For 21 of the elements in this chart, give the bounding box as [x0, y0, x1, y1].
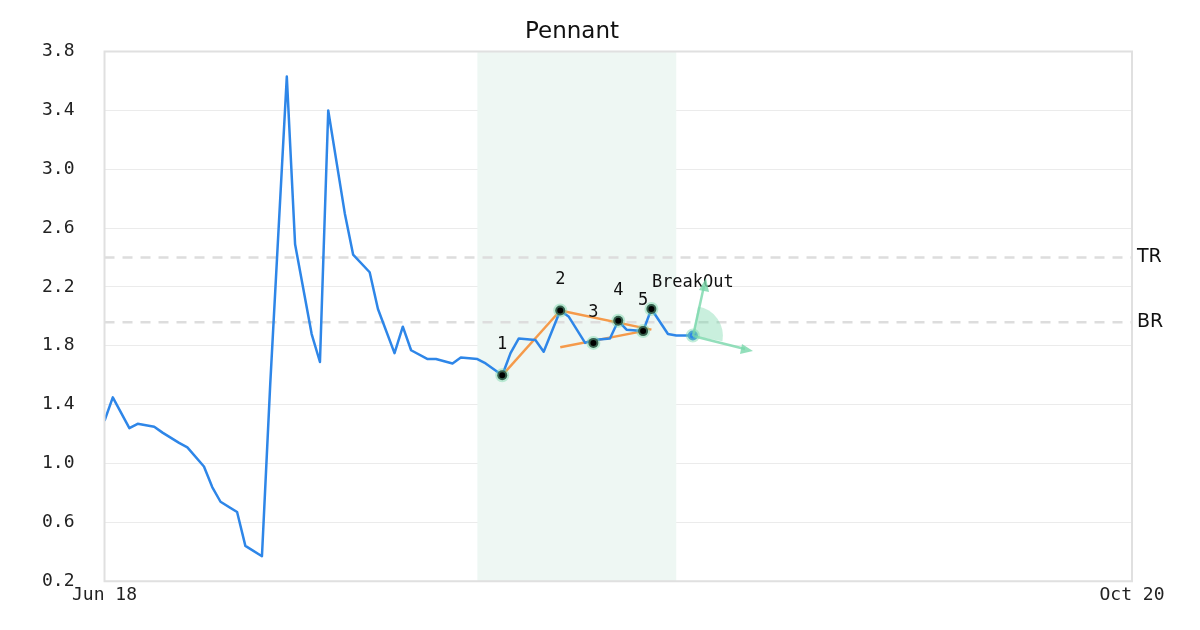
x-tick-label: Jun 18 — [72, 582, 138, 604]
y-tick-label: 2.2 — [42, 274, 75, 296]
annotation: BreakOut — [651, 271, 734, 292]
x-tick-label: Oct 20 — [1099, 582, 1165, 604]
y-tick-label: 0.6 — [42, 510, 75, 532]
annotation: 5 — [637, 289, 649, 310]
y-tick-label: 2.6 — [42, 215, 75, 237]
y-tick-label: 0.2 — [42, 568, 75, 590]
annotation: 1 — [497, 333, 508, 354]
y-tick-label: 1.8 — [42, 333, 75, 355]
y-tick-label: 3.8 — [42, 39, 75, 61]
ref-line-label: BR — [1137, 309, 1164, 332]
annotation: 4 — [613, 278, 624, 299]
chart-title: Pennant — [524, 16, 620, 43]
y-tick-label: 3.0 — [42, 156, 75, 178]
ref-line-label: TR — [1136, 244, 1162, 267]
y-tick-label: 3.4 — [42, 98, 75, 120]
annotation: 3 — [588, 300, 599, 321]
y-tick-label: 1.4 — [42, 392, 75, 414]
y-tick-label: 1.0 — [42, 451, 75, 473]
annotation: 2 — [555, 268, 566, 289]
